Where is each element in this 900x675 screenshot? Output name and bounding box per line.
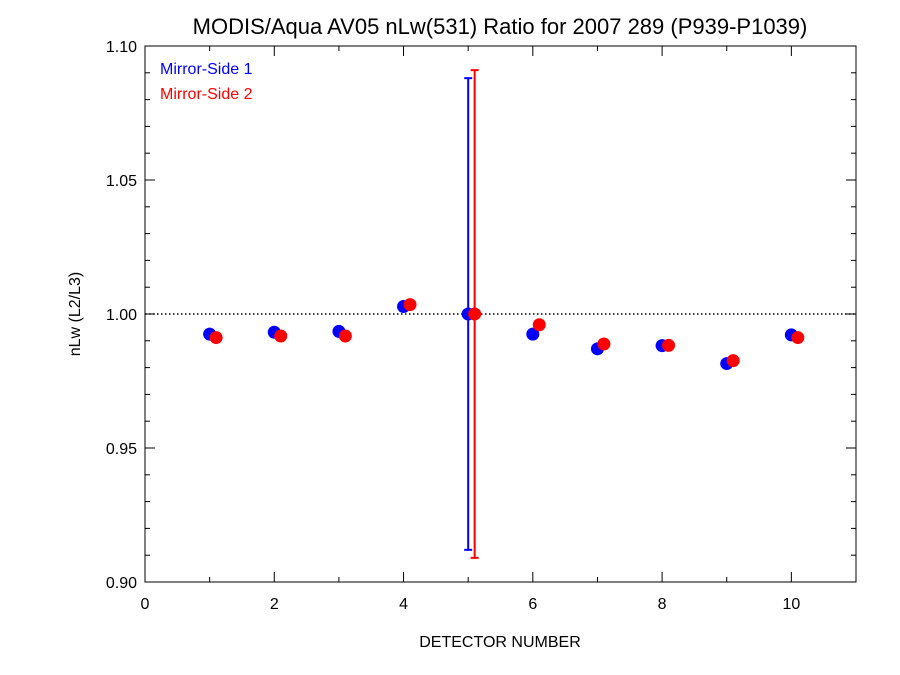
y-tick-labels: 0.90 0.95 1.00 1.05 1.10 [106, 39, 137, 592]
data-point-series-2 [597, 337, 611, 351]
y-tick-label: 0.95 [106, 441, 137, 458]
y-tick-label: 1.05 [106, 173, 137, 190]
x-tick-label: 8 [658, 596, 667, 613]
chart-title: MODIS/Aqua AV05 nLw(531) Ratio for 2007 … [193, 14, 808, 39]
data-point-series-2 [209, 331, 223, 345]
data-point-series-2 [726, 354, 740, 368]
x-tick-label: 4 [399, 596, 408, 613]
data-point-series-2 [468, 307, 482, 321]
x-tick-label: 10 [782, 596, 800, 613]
x-tick-labels: 0 2 4 6 8 10 [141, 596, 801, 613]
y-tick-label: 0.90 [106, 575, 137, 592]
y-tick-label: 1.00 [106, 307, 137, 324]
data-point-series-2 [403, 298, 417, 312]
axis-ticks [144, 45, 857, 583]
y-tick-label: 1.10 [106, 39, 137, 56]
data-point-series-2 [662, 338, 676, 352]
x-tick-label: 0 [141, 596, 150, 613]
data-point-series-1 [526, 327, 540, 341]
y-axis-label: nLw (L2/L3) [67, 272, 84, 357]
x-axis-label: DETECTOR NUMBER [419, 634, 581, 651]
data-point-series-2 [338, 329, 352, 343]
legend-entry-mirror-side-2: Mirror-Side 2 [160, 86, 253, 103]
x-tick-label: 2 [270, 596, 279, 613]
data-point-series-2 [791, 331, 805, 345]
legend-entry-mirror-side-1: Mirror-Side 1 [160, 61, 253, 78]
data-point-series-2 [274, 329, 288, 343]
x-tick-label: 6 [528, 596, 537, 613]
data-points [203, 298, 805, 371]
data-point-series-2 [532, 318, 546, 332]
